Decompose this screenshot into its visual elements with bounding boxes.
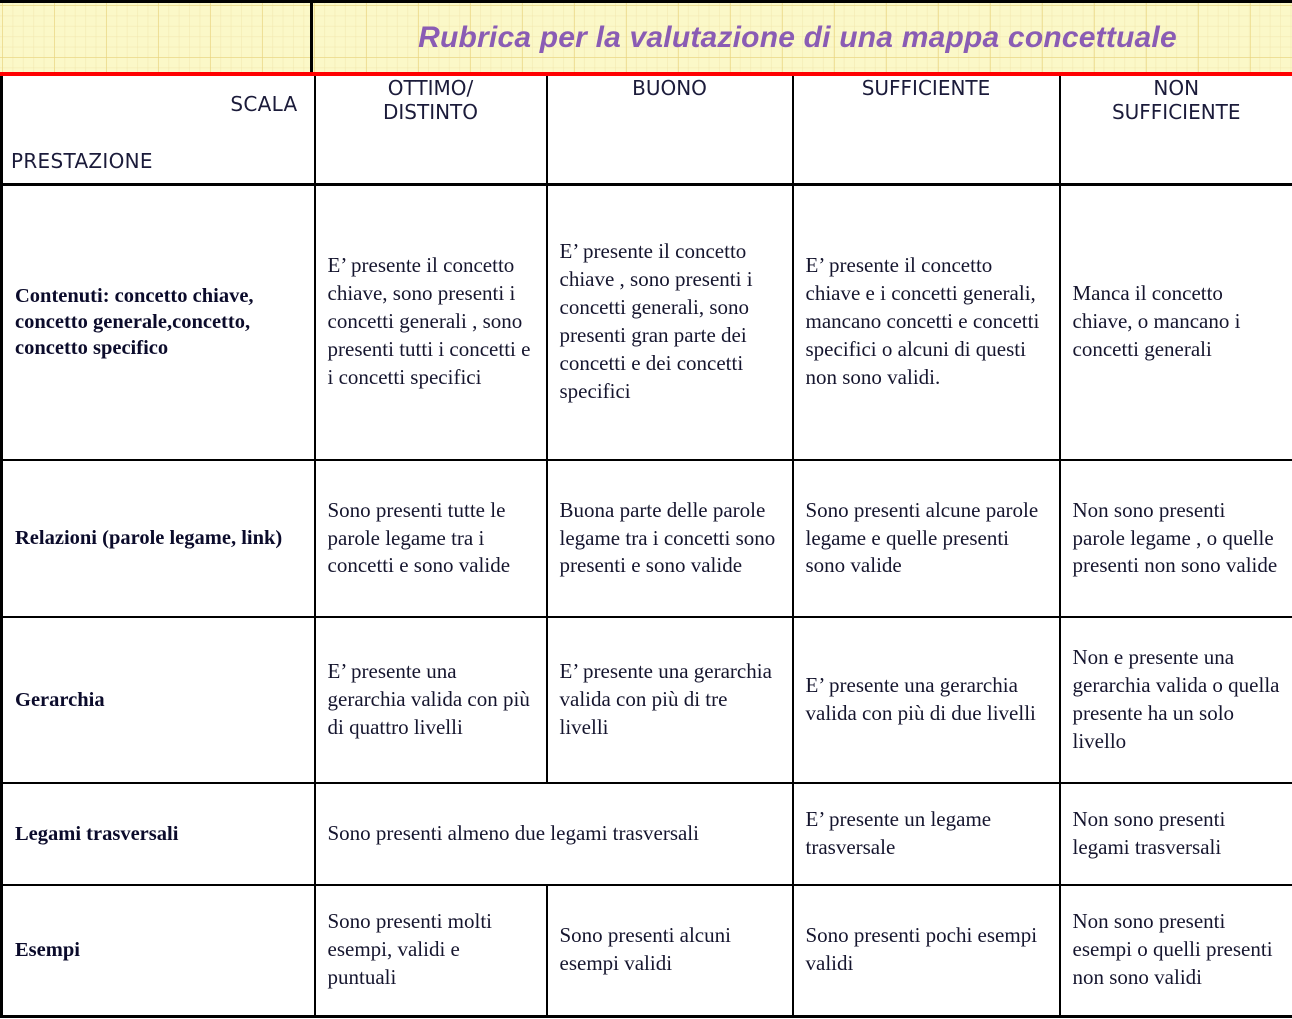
cell-legami-sufficiente: E’ presente un legame trasversale [791, 782, 1061, 886]
title-band: Rubrica per la valutazione di una mappa … [0, 0, 1292, 76]
cell-esempi-non-sufficiente: Non sono presenti esempi o quelli presen… [1058, 884, 1292, 1016]
column-header-ottimo-distinto: OTTIMO/ DISTINTO [314, 76, 548, 186]
table-row: Relazioni (parole legame, link) Sono pre… [0, 459, 1292, 618]
title-band-right: Rubrica per la valutazione di una mappa … [313, 3, 1292, 72]
cell-esempi-buono: Sono presenti alcuni esempi validi [545, 884, 794, 1016]
criterion-legami-trasversali: Legami trasversali [0, 782, 316, 886]
title-band-left-spacer [0, 3, 313, 72]
column-header-line-1: SUFFICIENTE [861, 76, 991, 100]
criterion-contenuti: Contenuti: concetto chiave, concetto gen… [0, 183, 316, 461]
cell-legami-ottimo-buono-merged: Sono presenti almeno due legami trasvers… [313, 782, 794, 886]
criterion-gerarchia: Gerarchia [0, 616, 316, 784]
column-header-line-2: DISTINTO [382, 100, 479, 125]
criterion-relazioni: Relazioni (parole legame, link) [0, 459, 316, 618]
cell-relazioni-buono: Buona parte delle parole legame tra i co… [545, 459, 794, 618]
axis-header-cell: SCALA PRESTAZIONE [0, 76, 316, 186]
cell-contenuti-buono: E’ presente il concetto chiave , sono pr… [545, 183, 794, 461]
column-header-line-1: BUONO [632, 76, 707, 100]
cell-legami-non-sufficiente: Non sono presenti legami trasversali [1058, 782, 1292, 886]
cell-relazioni-non-sufficiente: Non sono presenti parole legame , o quel… [1058, 459, 1292, 618]
column-header-non-sufficiente: NON SUFFICIENTE [1058, 76, 1292, 186]
column-header-line-2: SUFFICIENTE [1111, 100, 1241, 125]
cell-contenuti-non-sufficiente: Manca il concetto chiave, o mancano i co… [1058, 183, 1292, 461]
cell-gerarchia-buono: E’ presente una gerarchia valida con più… [545, 616, 794, 784]
cell-gerarchia-sufficiente: E’ presente una gerarchia valida con più… [791, 616, 1061, 784]
rubric-table: SCALA PRESTAZIONE OTTIMO/ DISTINTO BUONO [0, 76, 1292, 1018]
table-row: Contenuti: concetto chiave, concetto gen… [0, 183, 1292, 461]
criterion-esempi: Esempi [0, 884, 316, 1016]
cell-esempi-ottimo: Sono presenti molti esempi, validi e pun… [313, 884, 548, 1016]
page-title: Rubrica per la valutazione di una mappa … [418, 20, 1177, 54]
table-row: Esempi Sono presenti molti esempi, valid… [0, 884, 1292, 1016]
cell-contenuti-ottimo: E’ presente il concetto chiave, sono pre… [313, 183, 548, 461]
cell-esempi-sufficiente: Sono presenti pochi esempi validi [791, 884, 1061, 1016]
column-header-buono: BUONO [545, 76, 794, 186]
scale-axis-label: SCALA [230, 92, 298, 116]
cell-contenuti-sufficiente: E’ presente il concetto chiave e i conce… [791, 183, 1061, 461]
table-row: Legami trasversali Sono presenti almeno … [0, 782, 1292, 886]
cell-gerarchia-ottimo: E’ presente una gerarchia valida con più… [313, 616, 548, 784]
cell-relazioni-sufficiente: Sono presenti alcune parole legame e que… [791, 459, 1061, 618]
cell-relazioni-ottimo: Sono presenti tutte le parole legame tra… [313, 459, 548, 618]
performance-axis-label: PRESTAZIONE [11, 148, 153, 173]
cell-gerarchia-non-sufficiente: Non e presente una gerarchia valida o qu… [1058, 616, 1292, 784]
column-header-line-1: OTTIMO/ [387, 76, 474, 100]
table-row: Gerarchia E’ presente una gerarchia vali… [0, 616, 1292, 784]
column-header-sufficiente: SUFFICIENTE [791, 76, 1061, 186]
table-header-row: SCALA PRESTAZIONE OTTIMO/ DISTINTO BUONO [0, 76, 1292, 186]
column-header-line-1: NON [1153, 76, 1200, 100]
